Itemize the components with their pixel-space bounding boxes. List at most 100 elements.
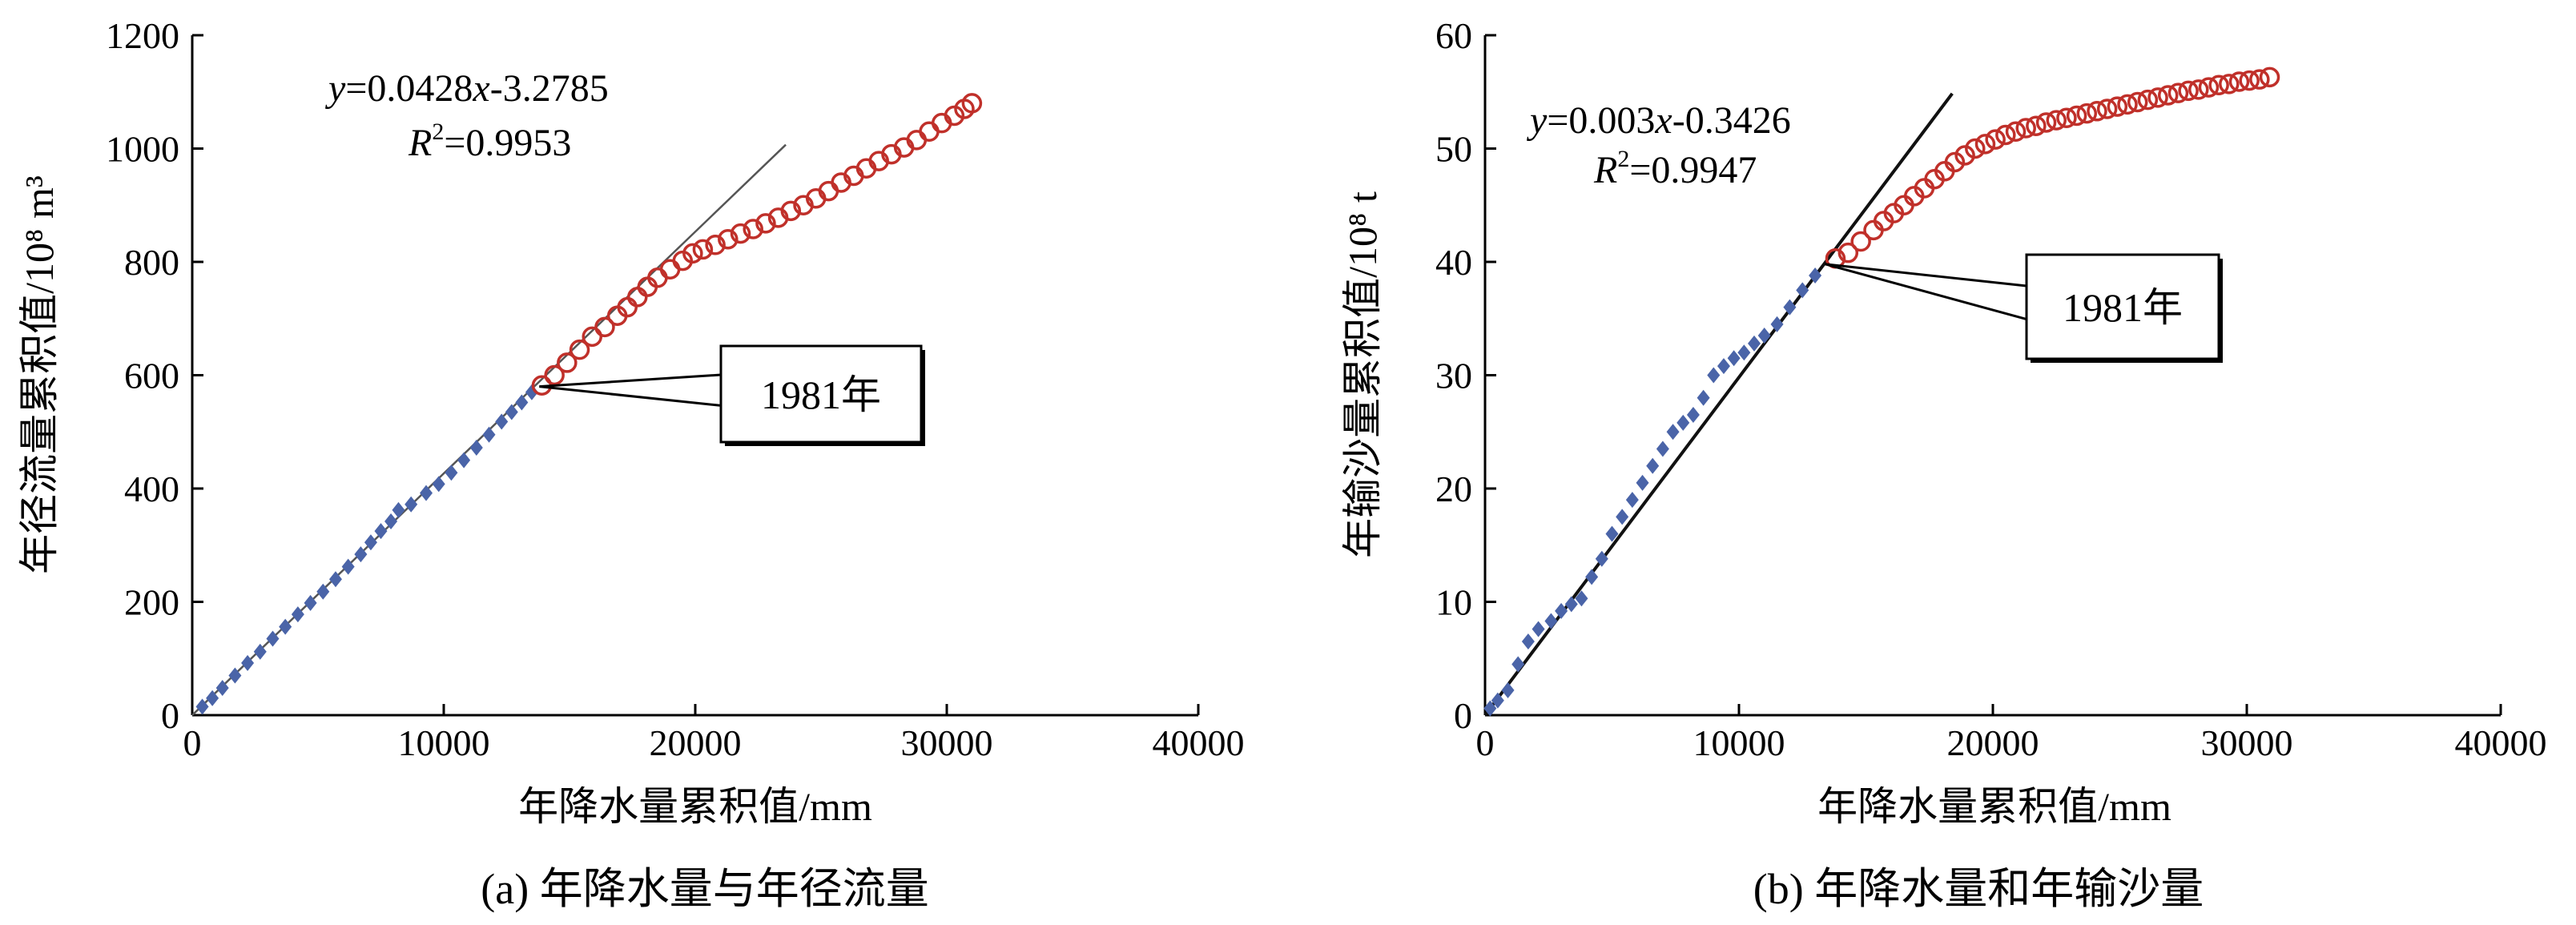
data-point-diamond bbox=[1564, 596, 1578, 613]
data-point-diamond bbox=[266, 630, 280, 647]
data-point-diamond bbox=[1585, 569, 1599, 585]
data-point-diamond bbox=[445, 465, 458, 481]
data-point-diamond bbox=[405, 496, 418, 513]
data-point-circle bbox=[2249, 69, 2270, 90]
data-point-diamond bbox=[341, 558, 355, 575]
data-point-circle bbox=[2117, 94, 2138, 115]
data-point-circle bbox=[2005, 121, 2027, 143]
panel-b-y-axis-title: 年输沙量累积值/10⁸ t bbox=[1340, 191, 1385, 558]
data-point-diamond bbox=[291, 606, 304, 623]
x-tick-label: 20000 bbox=[650, 722, 742, 763]
data-point-circle bbox=[2015, 118, 2036, 139]
data-point-diamond bbox=[1809, 267, 1822, 284]
data-point-circle bbox=[2239, 70, 2260, 91]
data-point-diamond bbox=[1575, 590, 1588, 607]
data-point-circle bbox=[705, 235, 726, 255]
data-point-diamond bbox=[1511, 656, 1525, 673]
x-tick-label: 30000 bbox=[901, 722, 993, 763]
data-point-circle bbox=[1837, 242, 1859, 263]
data-point-circle bbox=[2188, 79, 2209, 100]
data-point-diamond bbox=[1686, 407, 1700, 424]
panel-b-tick-labels: 0 10000 20000 30000 40000 0 10 20 30 40 50 60 bbox=[1435, 15, 2547, 763]
data-point-diamond bbox=[495, 413, 509, 430]
data-point-circle bbox=[944, 105, 965, 127]
data-point-circle bbox=[2208, 74, 2229, 96]
panel-a-r2-r: R bbox=[408, 122, 432, 164]
data-point-circle bbox=[2046, 110, 2067, 131]
data-point-circle bbox=[743, 219, 763, 239]
callout-pointer-upper bbox=[1825, 263, 2027, 288]
data-point-diamond bbox=[457, 452, 471, 469]
x-tick-label: 0 bbox=[183, 722, 202, 763]
data-point-circle bbox=[2198, 77, 2220, 98]
panel-a-eq-x: x bbox=[472, 67, 489, 110]
callout-box bbox=[719, 344, 923, 444]
data-point-diamond bbox=[1676, 414, 1690, 431]
data-point-circle bbox=[1954, 145, 1975, 166]
data-point-diamond bbox=[1605, 525, 1619, 542]
panel-a-post-1981-points bbox=[531, 93, 983, 396]
data-point-diamond bbox=[1532, 621, 1545, 637]
data-point-diamond bbox=[384, 513, 398, 530]
data-point-diamond bbox=[1501, 682, 1515, 698]
data-point-diamond bbox=[253, 643, 267, 660]
x-tick-label: 20000 bbox=[1947, 722, 2039, 763]
data-point-diamond bbox=[525, 384, 538, 400]
data-point-diamond bbox=[505, 404, 518, 420]
data-point-circle bbox=[594, 316, 615, 338]
panel-a-r2-sup: 2 bbox=[432, 119, 444, 145]
data-point-circle bbox=[569, 339, 590, 360]
data-point-circle bbox=[919, 121, 940, 143]
panel-b-post-1981-points bbox=[1825, 66, 2280, 269]
x-tick-label: 10000 bbox=[398, 722, 490, 763]
data-point-diamond bbox=[1636, 474, 1649, 491]
data-point-diamond bbox=[228, 667, 242, 684]
y-tick-label: 60 bbox=[1435, 15, 1472, 56]
data-point-diamond bbox=[1737, 344, 1751, 361]
data-point-circle bbox=[2026, 115, 2047, 136]
data-point-diamond bbox=[328, 571, 342, 588]
data-point-diamond bbox=[1656, 440, 1669, 457]
y-tick-label: 10 bbox=[1435, 582, 1472, 623]
panel-a-r2: R2=0.9953 bbox=[408, 119, 571, 164]
data-point-circle bbox=[961, 93, 983, 114]
panel-a-equation: y=0.0428x-3.2785 bbox=[324, 67, 609, 110]
data-point-circle bbox=[2228, 71, 2250, 92]
panel-b-equation: y=0.003x-0.3426 bbox=[1526, 99, 1791, 142]
data-point-diamond bbox=[206, 690, 219, 706]
data-point-circle bbox=[659, 259, 681, 280]
data-point-circle bbox=[718, 228, 739, 250]
callout-label: 1981年 bbox=[2063, 285, 2183, 330]
panel-b-ticks bbox=[1483, 34, 2502, 717]
data-point-diamond bbox=[354, 546, 368, 563]
data-point-diamond bbox=[241, 654, 255, 671]
data-point-diamond bbox=[420, 485, 433, 501]
data-point-circle bbox=[692, 239, 714, 260]
data-point-diamond bbox=[392, 501, 405, 518]
panel-b-r2: R2=0.9947 bbox=[1593, 146, 1757, 191]
panel-a-eq-rest: -3.2785 bbox=[490, 67, 609, 110]
panel-b-caption: (b) 年降水量和年输沙量 bbox=[1753, 865, 2204, 913]
callout-pointer-upper bbox=[539, 373, 722, 388]
data-point-circle bbox=[1965, 138, 1986, 159]
x-tick-label: 40000 bbox=[1153, 722, 1245, 763]
panel-a-runoff-chart: 0 10000 20000 30000 40000 0 200 400 600 800 1000 12… bbox=[17, 15, 1245, 913]
x-tick-label: 0 bbox=[1476, 722, 1495, 763]
panel-a-r2-rest: =0.9953 bbox=[444, 122, 571, 164]
y-tick-label: 800 bbox=[124, 242, 179, 283]
y-tick-label: 20 bbox=[1435, 469, 1472, 509]
y-tick-label: 200 bbox=[124, 582, 179, 623]
data-point-diamond bbox=[1770, 316, 1784, 332]
panel-a-eq-y: y bbox=[324, 67, 346, 110]
data-point-diamond bbox=[1717, 358, 1730, 375]
panel-b-x-axis-title: 年降水量累积值/mm bbox=[1817, 784, 2171, 829]
data-point-diamond bbox=[316, 583, 330, 600]
data-point-circle bbox=[582, 326, 603, 348]
data-point-diamond bbox=[1616, 509, 1629, 525]
data-point-circle bbox=[2096, 99, 2118, 119]
data-point-diamond bbox=[195, 698, 209, 715]
y-tick-label: 30 bbox=[1435, 356, 1472, 396]
data-point-diamond bbox=[1757, 327, 1771, 344]
panel-b-eq-x: x bbox=[1654, 99, 1672, 142]
